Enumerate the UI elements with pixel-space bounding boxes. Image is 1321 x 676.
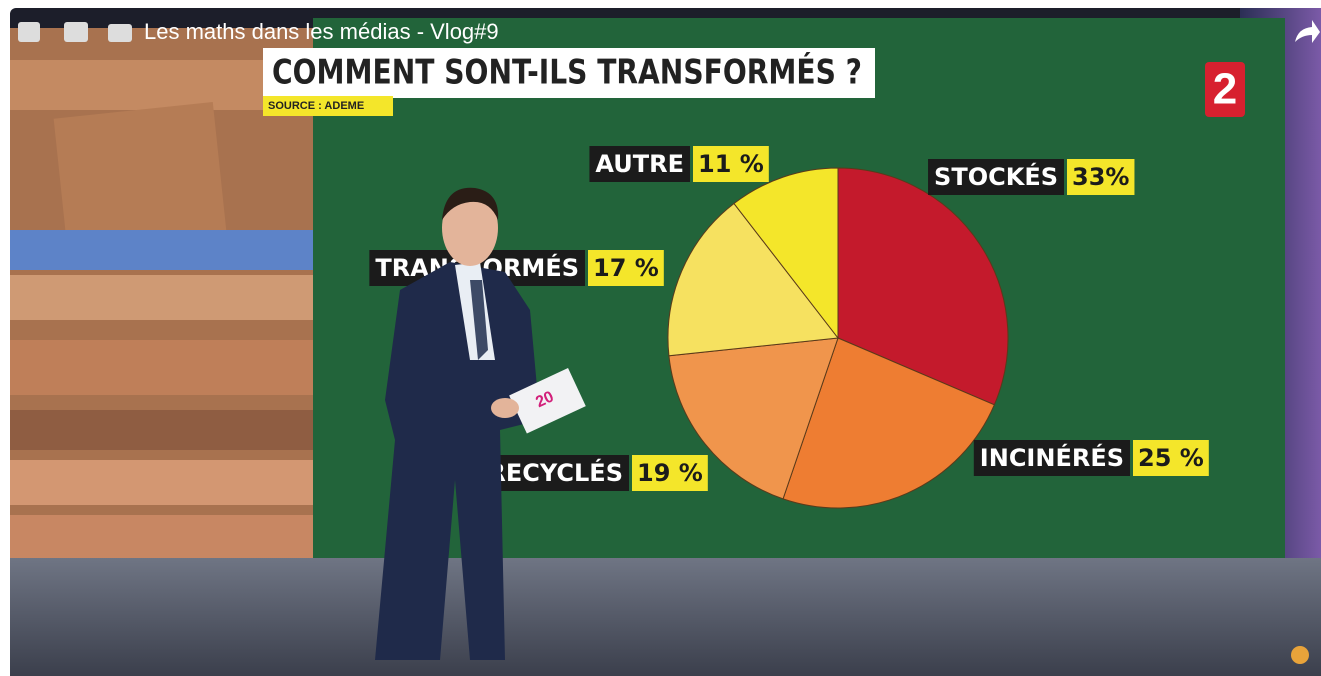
slice-label: INCINÉRÉS bbox=[980, 443, 1124, 472]
info-icon[interactable] bbox=[1291, 646, 1309, 664]
channel-logo: 2 bbox=[1213, 65, 1237, 114]
slice-label: RECYCLÉS bbox=[487, 458, 623, 487]
value-label: 11 % bbox=[698, 150, 764, 178]
video-player: COMMENT SONT-ILS TRANSFORMÉS ? SOURCE : … bbox=[0, 0, 1321, 676]
studio-floor bbox=[10, 558, 1321, 676]
video-title[interactable]: Les maths dans les médias - Vlog#9 bbox=[144, 19, 499, 44]
chart-title: COMMENT SONT-ILS TRANSFORMÉS ? bbox=[272, 52, 862, 93]
value-label: 17 % bbox=[593, 254, 659, 282]
slice-label: AUTRE bbox=[595, 150, 684, 178]
chart-subtitle: SOURCE : ADEME bbox=[268, 100, 364, 112]
icons bbox=[18, 22, 132, 42]
slice-label: STOCKÉS bbox=[934, 162, 1058, 191]
value-label: 33% bbox=[1072, 163, 1129, 191]
value-label: 25 % bbox=[1138, 444, 1204, 472]
value-label: 19 % bbox=[637, 459, 703, 487]
